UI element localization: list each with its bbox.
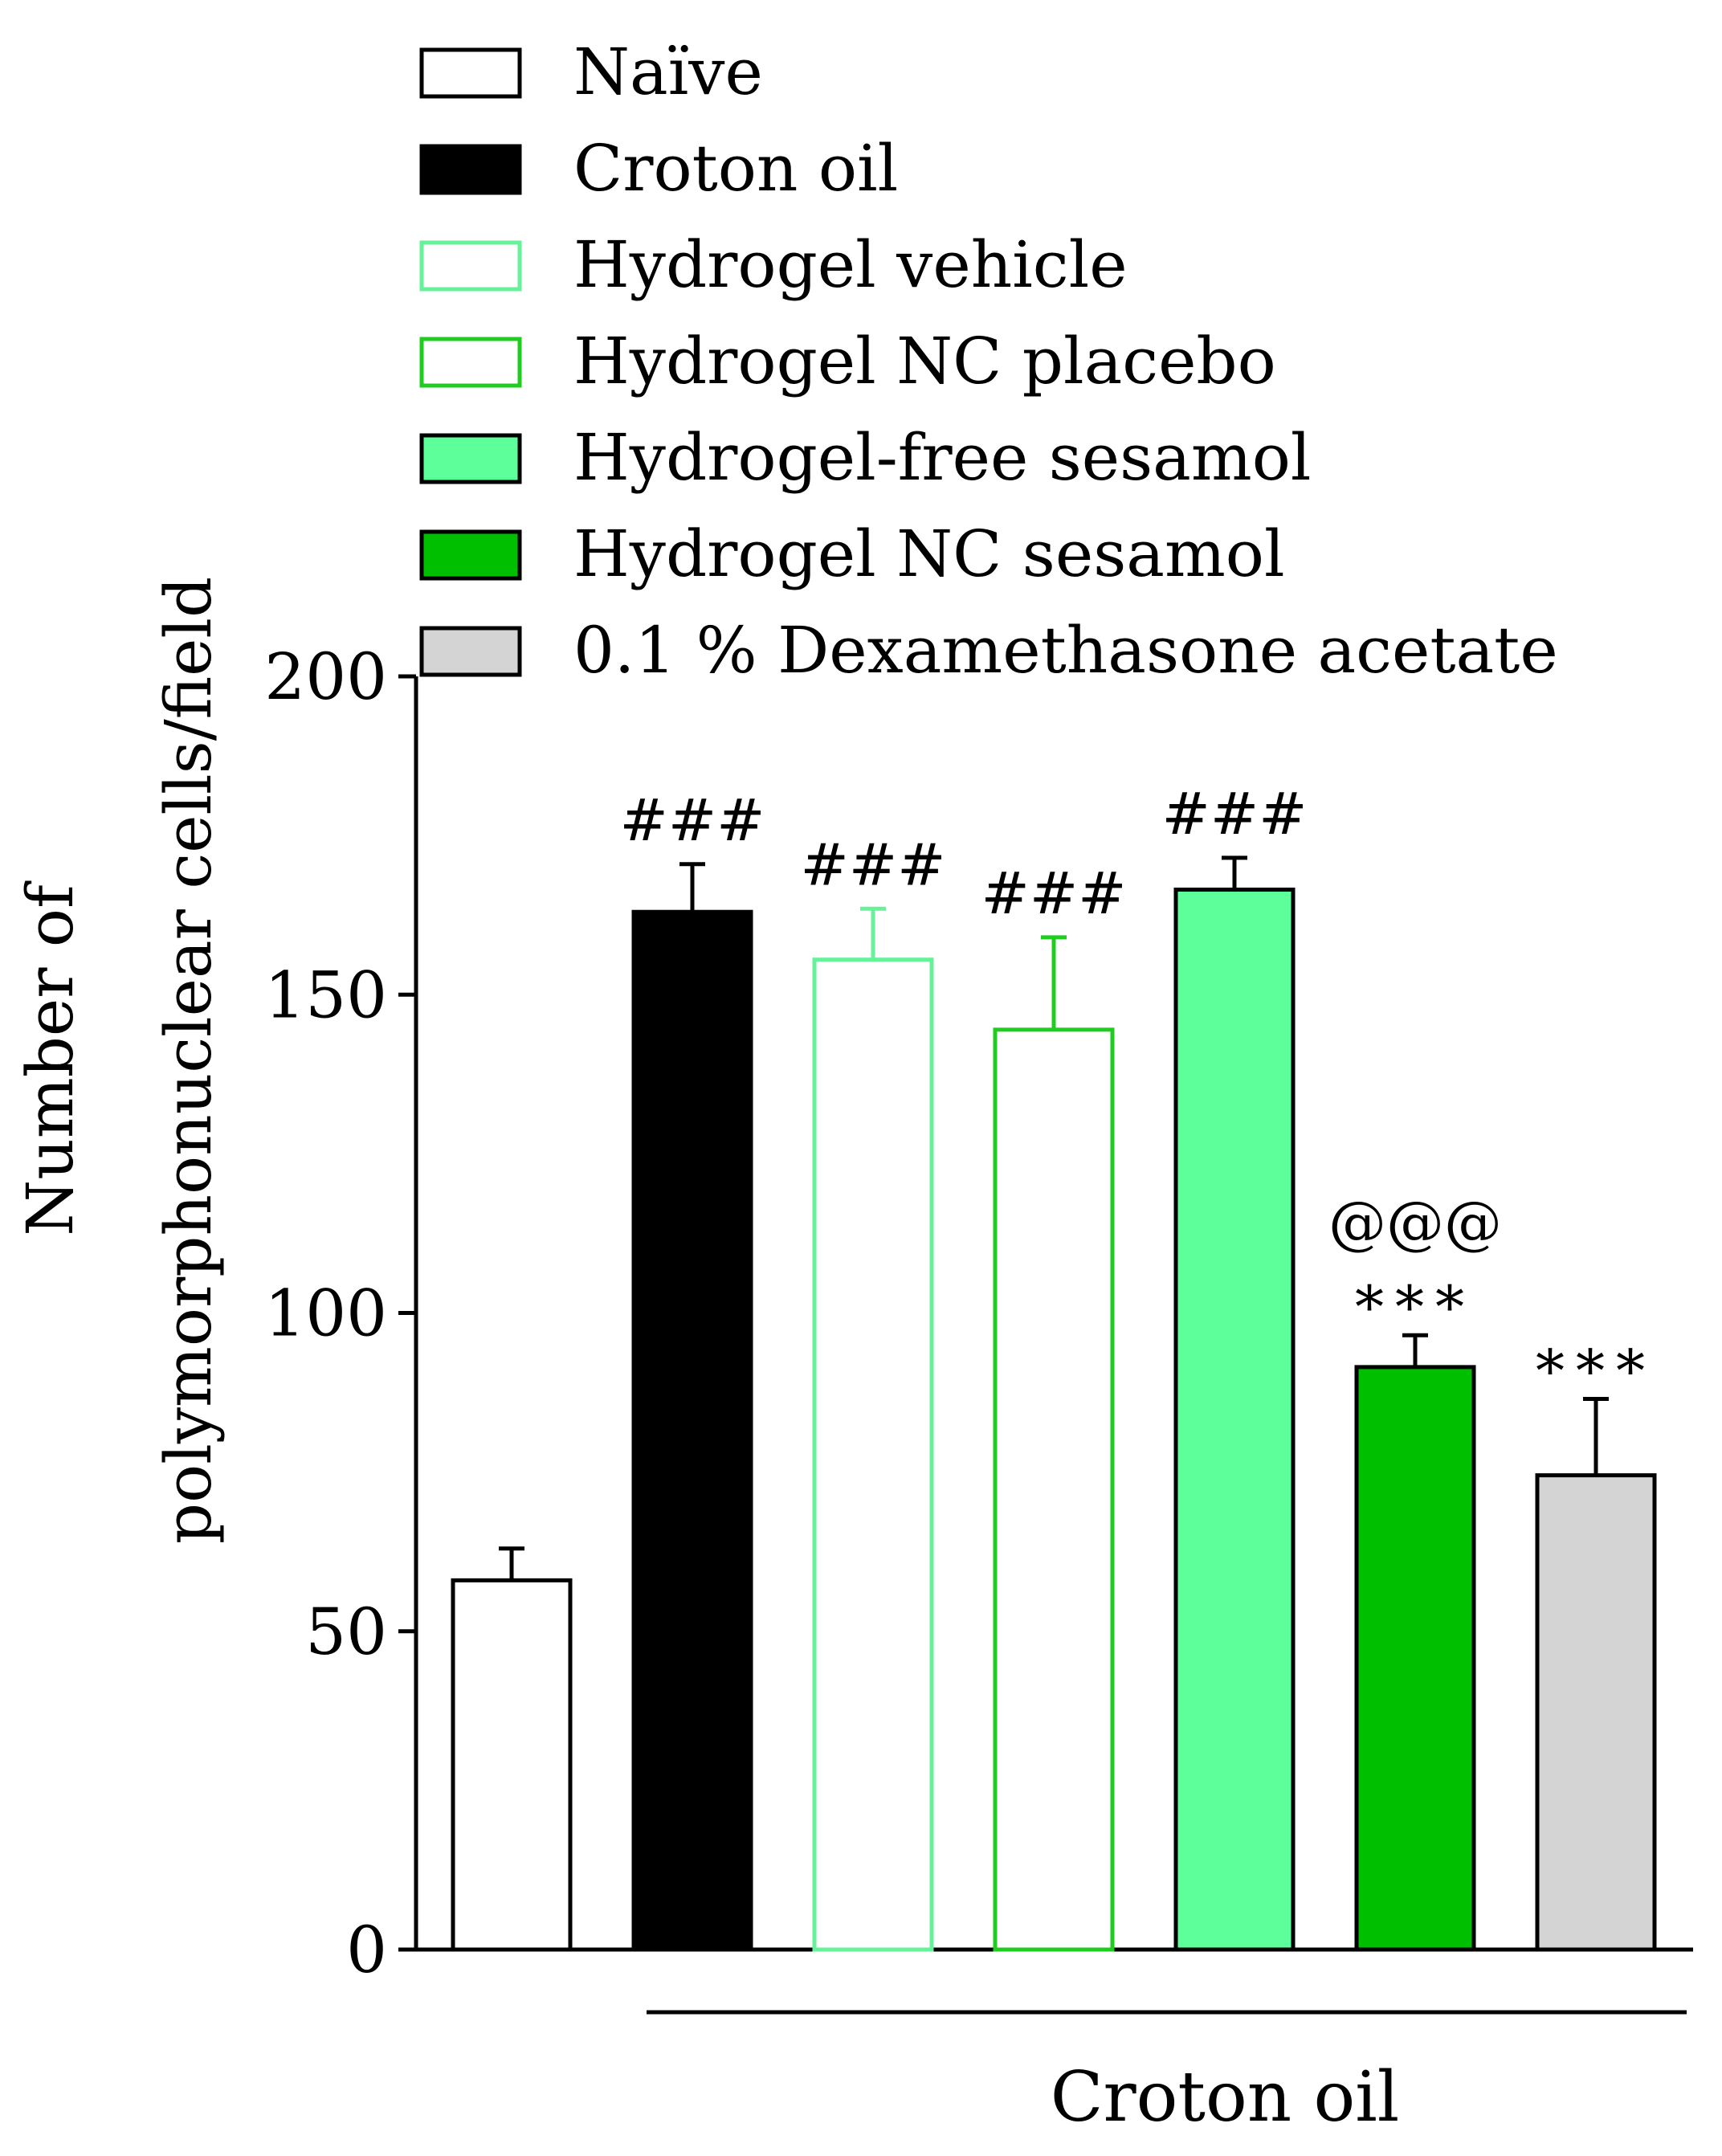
y-tick-label-0: 0 — [346, 1913, 387, 1987]
significance-label-4-1: ### — [981, 860, 1127, 927]
group-bracket: Croton oil — [647, 2010, 1687, 2138]
bars: ### ### ### ### *** @@@ *** — [451, 780, 1657, 1952]
significance-label-3-1: ### — [801, 831, 946, 898]
bar-group-7: *** — [1535, 1337, 1657, 1952]
bar-6 — [1354, 1365, 1476, 1952]
legend-label-4: Hydrogel NC placebo — [573, 324, 1276, 398]
legend-swatch-5 — [419, 433, 522, 484]
y-tick-label-150: 150 — [264, 958, 387, 1032]
group-label: Croton oil — [1051, 2057, 1400, 2138]
y-tick-label-50: 50 — [305, 1595, 387, 1669]
legend-swatch-3 — [419, 240, 522, 292]
legend-item-7: 0.1 % Dexamethasone acetate — [419, 613, 1558, 688]
legend-label-1: Naïve — [573, 35, 763, 109]
bar-7 — [1535, 1473, 1657, 1952]
bar-group-6: *** @@@ — [1328, 1189, 1502, 1952]
legend-item-3: Hydrogel vehicle — [419, 227, 1128, 302]
significance-label-7-1: *** — [1536, 1337, 1656, 1404]
bar-group-4: ### — [981, 860, 1127, 1952]
legend-item-5: Hydrogel-free sesamol — [419, 420, 1311, 495]
bar-group-1 — [451, 1546, 573, 1952]
legend-swatch-2 — [419, 144, 522, 195]
legend-item-6: Hydrogel NC sesamol — [419, 517, 1285, 591]
bar-4 — [993, 1027, 1115, 1952]
legend-label-3: Hydrogel vehicle — [573, 227, 1128, 302]
y-tick-label-100: 100 — [264, 1276, 387, 1351]
y-tick-label-200: 200 — [264, 639, 387, 714]
legend-swatch-1 — [419, 47, 522, 99]
y-axis-title-line-2: polymorphonuclear cells/field — [151, 577, 226, 1544]
bar-group-5: ### — [1162, 780, 1308, 1952]
legend-label-5: Hydrogel-free sesamol — [573, 420, 1311, 495]
bar-3 — [812, 958, 934, 1952]
legend-label-7: 0.1 % Dexamethasone acetate — [573, 613, 1558, 688]
legend-item-1: Naïve — [419, 35, 763, 109]
bar-5 — [1173, 887, 1296, 1952]
y-axis-title-line-1: Number of — [13, 880, 88, 1236]
legend: Naïve Croton oil Hydrogel vehicle Hydrogel … — [419, 35, 1558, 688]
legend-swatch-6 — [419, 529, 522, 581]
significance-label-5-1: ### — [1162, 780, 1308, 847]
legend-swatch-7 — [419, 626, 522, 677]
y-axis: 0 50 100 150 200 — [264, 639, 1693, 1987]
legend-swatch-4 — [419, 337, 522, 388]
legend-item-4: Hydrogel NC placebo — [419, 324, 1276, 398]
bar-group-2: ### — [620, 786, 765, 1952]
bar-2 — [631, 909, 753, 1952]
legend-label-2: Croton oil — [573, 131, 898, 206]
significance-label-6-2: @@@ — [1328, 1189, 1502, 1256]
legend-item-2: Croton oil — [419, 131, 898, 206]
legend-label-6: Hydrogel NC sesamol — [573, 517, 1285, 591]
significance-label-2-1: ### — [620, 786, 765, 854]
significance-label-6-1: *** — [1355, 1273, 1475, 1341]
bar-1 — [451, 1578, 573, 1952]
bar-group-3: ### — [801, 831, 946, 1952]
